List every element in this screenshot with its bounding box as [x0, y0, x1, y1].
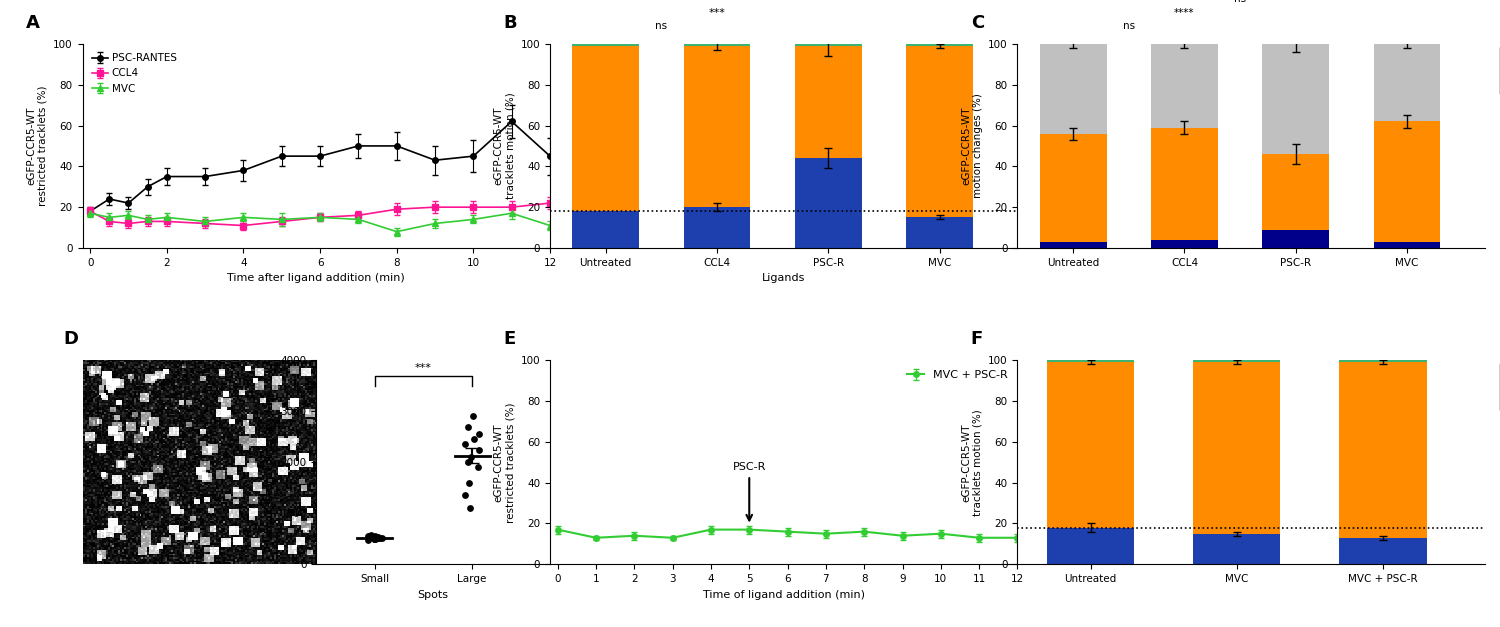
Point [368, 533, 392, 543]
Text: E: E [503, 330, 516, 348]
Bar [684, 207, 750, 248]
Point [466, 462, 490, 472]
Bar [1150, 127, 1218, 240]
Text: ***: *** [416, 363, 432, 373]
Point [456, 457, 480, 467]
Bar [795, 158, 861, 248]
Bar [1192, 362, 1281, 534]
Bar [1192, 534, 1281, 564]
Text: A: A [27, 14, 40, 31]
Point [368, 532, 392, 542]
Text: D: D [64, 330, 80, 348]
X-axis label: Time of ligand addition (min): Time of ligand addition (min) [702, 589, 864, 599]
Bar [795, 44, 861, 46]
Point [366, 532, 390, 542]
Y-axis label: eGFP-CCR5-WT
restricted tracklets (%): eGFP-CCR5-WT restricted tracklets (%) [494, 402, 514, 522]
Legend: PSC-RANTES, CCL4, MVC: PSC-RANTES, CCL4, MVC [87, 49, 182, 98]
Text: ns: ns [1122, 21, 1136, 31]
Text: F: F [970, 330, 982, 348]
Point [363, 532, 387, 542]
Point [362, 534, 386, 544]
Bar [1263, 44, 1329, 154]
Bar [1040, 134, 1107, 242]
Point [456, 421, 480, 431]
Bar [1047, 527, 1134, 564]
Text: ***: *** [708, 8, 726, 18]
Point [466, 445, 490, 455]
Bar [795, 46, 861, 158]
Bar [1047, 362, 1134, 527]
Point [356, 535, 380, 545]
Bar [1374, 44, 1440, 122]
Bar [1150, 240, 1218, 248]
Text: ns: ns [656, 21, 668, 31]
Point [366, 534, 390, 544]
Bar [573, 211, 639, 248]
X-axis label: Ligands: Ligands [762, 273, 806, 283]
X-axis label: Time after ligand addition (min): Time after ligand addition (min) [228, 273, 405, 283]
Bar [1340, 538, 1426, 564]
Y-axis label: Fluorescence Intensity (au): Fluorescence Intensity (au) [266, 391, 274, 533]
Text: B: B [503, 14, 518, 31]
Y-axis label: eGFP-CCR5-WT
tracklets motion (%): eGFP-CCR5-WT tracklets motion (%) [494, 93, 514, 199]
Text: ****: **** [1174, 8, 1194, 18]
Point [453, 440, 477, 450]
Point [459, 452, 483, 462]
Text: PSC-R: PSC-R [732, 463, 766, 520]
Y-axis label: eGFP-CCR5-WT
tracklets motion (%): eGFP-CCR5-WT tracklets motion (%) [962, 409, 982, 515]
Point [466, 429, 490, 440]
Point [356, 530, 380, 540]
Point [458, 503, 482, 513]
Bar [1340, 361, 1426, 362]
Bar [1192, 361, 1281, 362]
Bar [1047, 361, 1134, 362]
Bar [1040, 242, 1107, 248]
Point [358, 530, 382, 540]
Point [363, 534, 387, 544]
Text: **: ** [766, 0, 778, 4]
Bar [684, 46, 750, 207]
Text: ns: ns [1234, 0, 1246, 4]
Bar [1374, 122, 1440, 242]
Point [458, 478, 482, 488]
Bar [573, 44, 639, 46]
Bar [1374, 242, 1440, 248]
Legend: Directed, Brownian, Restricted: Directed, Brownian, Restricted [1032, 45, 1130, 95]
Legend: MVC + PSC-R: MVC + PSC-R [903, 366, 1013, 384]
Bar [684, 44, 750, 46]
Y-axis label: eGFP-CCR5-WT
restricted tracklets (%): eGFP-CCR5-WT restricted tracklets (%) [26, 86, 48, 206]
Point [460, 411, 484, 421]
X-axis label: Spots: Spots [417, 589, 448, 599]
Bar [573, 46, 639, 211]
Bar [1150, 44, 1218, 127]
Point [462, 435, 486, 445]
Bar [1263, 154, 1329, 229]
Y-axis label: eGFP-CCR5-WT
motion changes (%): eGFP-CCR5-WT motion changes (%) [962, 93, 982, 198]
Bar [1340, 362, 1426, 538]
Bar [906, 44, 974, 46]
Bar [1263, 229, 1329, 248]
Text: C: C [970, 14, 984, 31]
Point [370, 534, 394, 544]
Bar [906, 218, 974, 248]
Bar [906, 46, 974, 218]
Bar [1040, 44, 1107, 134]
Point [363, 534, 387, 544]
Point [453, 490, 477, 500]
